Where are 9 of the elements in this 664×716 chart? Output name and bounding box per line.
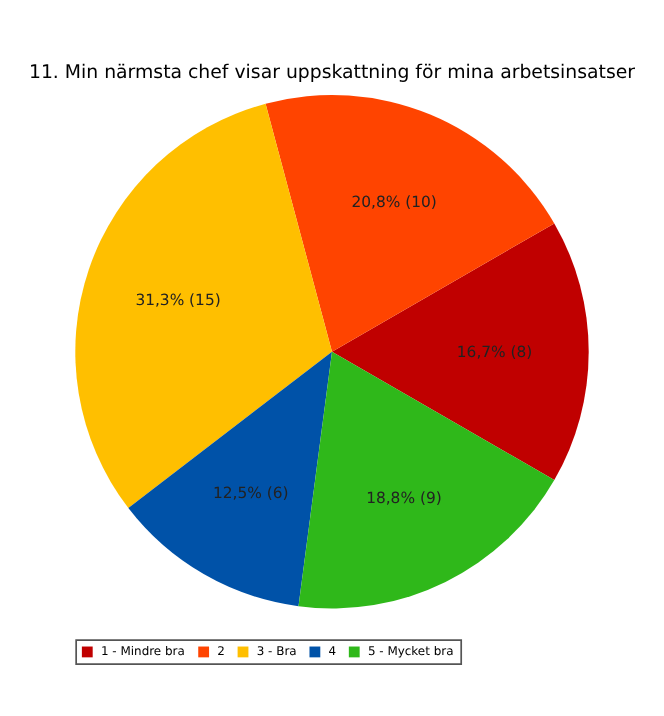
data-label: 20,8% (10) (351, 192, 437, 211)
data-label: 31,3% (15) (135, 290, 221, 309)
data-label: 18,8% (9) (366, 488, 442, 507)
pie-slice (332, 223, 589, 481)
pie-slice (75, 103, 332, 508)
data-label: 12,5% (6) (212, 483, 289, 502)
data-label: 16,7% (8) (456, 342, 533, 361)
pie-slice (128, 351, 332, 607)
chart-title: 11. Min närmsta chef visar uppskattning för mina arbetsinsatser (28, 61, 636, 84)
